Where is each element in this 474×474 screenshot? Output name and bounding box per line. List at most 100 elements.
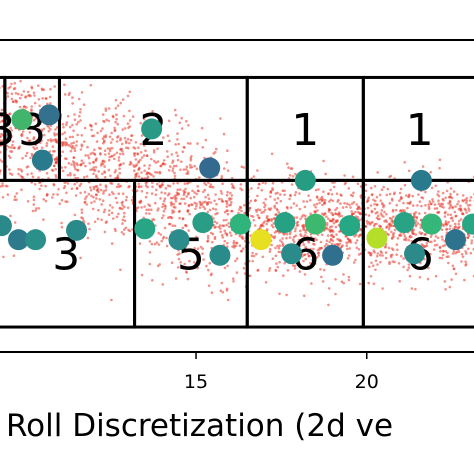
sample-point xyxy=(0,120,4,123)
sample-point xyxy=(404,194,408,197)
sample-point xyxy=(9,126,12,130)
sample-point xyxy=(140,171,143,174)
marker-point xyxy=(322,244,344,266)
sample-point xyxy=(32,203,36,206)
sample-point xyxy=(285,232,289,236)
sample-point xyxy=(119,152,122,156)
sample-point xyxy=(420,236,424,240)
sample-point xyxy=(157,207,160,210)
sample-point xyxy=(226,169,230,172)
sample-point xyxy=(390,247,394,250)
sample-point xyxy=(160,239,163,243)
sample-point xyxy=(372,198,375,202)
sample-point xyxy=(356,182,360,185)
sample-point xyxy=(160,216,164,220)
sample-point xyxy=(325,224,329,227)
sample-point xyxy=(355,203,359,206)
sample-point xyxy=(10,82,13,86)
sample-point xyxy=(148,262,152,266)
sample-point xyxy=(402,201,405,205)
sample-point xyxy=(17,92,20,96)
sample-point xyxy=(163,207,167,211)
sample-point xyxy=(104,184,108,187)
sample-point xyxy=(413,212,416,215)
sample-point xyxy=(177,257,181,261)
sample-point xyxy=(162,159,166,162)
sample-point xyxy=(180,116,183,120)
sample-point xyxy=(330,233,334,237)
sample-point xyxy=(262,201,266,205)
sample-point xyxy=(180,160,183,163)
marker-point xyxy=(281,243,303,265)
sample-point xyxy=(269,191,273,194)
sample-point xyxy=(199,245,203,249)
marker-point xyxy=(66,219,88,241)
sample-point xyxy=(18,105,22,109)
sample-point xyxy=(162,136,165,139)
sample-point xyxy=(467,209,471,212)
sample-point xyxy=(331,229,334,232)
sample-point xyxy=(206,234,210,238)
sample-point xyxy=(160,191,163,194)
sample-point xyxy=(321,280,325,283)
sample-point xyxy=(116,176,120,179)
sample-point xyxy=(20,188,23,191)
sample-point xyxy=(71,123,74,127)
sample-point xyxy=(171,196,174,200)
sample-point xyxy=(71,96,74,99)
sample-point xyxy=(164,205,167,208)
sample-point xyxy=(123,127,127,130)
sample-point xyxy=(142,154,146,157)
sample-point xyxy=(28,139,32,142)
sample-point xyxy=(350,210,353,213)
sample-point xyxy=(19,96,22,100)
sample-point xyxy=(434,235,438,238)
sample-point xyxy=(464,260,467,264)
sample-point xyxy=(142,144,146,147)
sample-point xyxy=(338,230,341,233)
sample-point xyxy=(322,159,325,163)
sample-point xyxy=(35,113,39,117)
sample-point xyxy=(390,219,393,223)
sample-point xyxy=(457,250,461,253)
sample-point xyxy=(465,252,468,255)
sample-point xyxy=(11,140,15,143)
sample-point xyxy=(318,201,321,205)
sample-point xyxy=(240,250,243,253)
sample-point xyxy=(309,261,312,265)
sample-point xyxy=(170,153,174,156)
sample-point xyxy=(195,204,198,208)
sample-point xyxy=(87,192,91,196)
sample-point xyxy=(222,132,226,136)
sample-point xyxy=(259,223,263,227)
sample-point xyxy=(121,192,125,195)
sample-point xyxy=(252,254,256,258)
sample-point xyxy=(315,202,319,206)
sample-point xyxy=(193,195,196,199)
sample-point xyxy=(123,205,126,209)
sample-point xyxy=(320,275,323,279)
sample-point xyxy=(277,211,281,214)
sample-point xyxy=(140,134,144,137)
sample-point xyxy=(260,188,264,192)
sample-point xyxy=(89,152,92,156)
sample-point xyxy=(327,287,331,290)
sample-point xyxy=(264,197,268,201)
sample-point xyxy=(70,142,73,145)
sample-point xyxy=(112,217,115,220)
sample-point xyxy=(452,249,456,253)
sample-point xyxy=(54,173,57,177)
sample-point xyxy=(434,274,438,278)
sample-point xyxy=(309,247,312,251)
sample-point xyxy=(194,207,197,211)
sample-point xyxy=(80,211,84,214)
sample-point xyxy=(114,169,117,172)
sample-point xyxy=(328,200,331,203)
sample-point xyxy=(186,277,190,281)
sample-point xyxy=(78,111,82,114)
sample-point xyxy=(449,224,452,228)
sample-point xyxy=(79,256,82,260)
sample-point xyxy=(433,207,437,210)
sample-point xyxy=(202,258,205,261)
sample-point xyxy=(447,261,450,265)
